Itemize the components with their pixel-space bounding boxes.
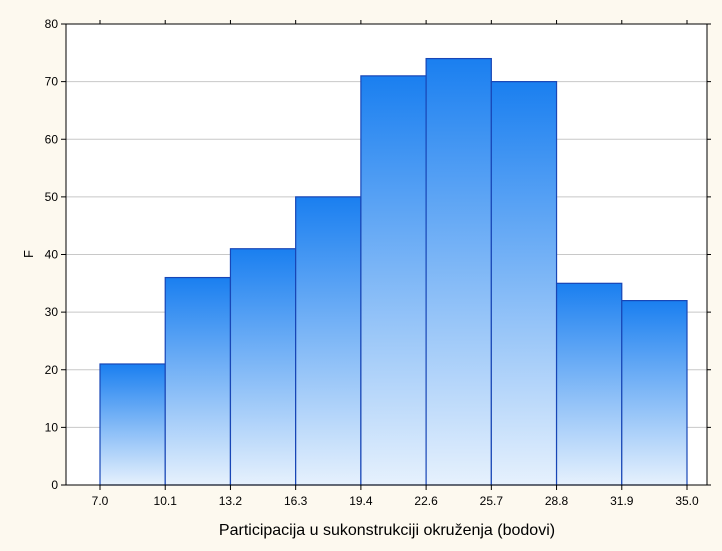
histogram-bar (360, 75, 427, 486)
x-tick-label: 25.7 (480, 494, 504, 508)
x-tick-labels: 7.0 10.1 13.2 16.3 19.4 22.6 25.7 28.8 31.9 35.0 (92, 494, 699, 508)
histogram-bar (229, 248, 297, 486)
x-axis-label: Participacija u sukonstrukciji okruženja… (219, 522, 555, 539)
y-tick-label: 30 (45, 305, 59, 319)
y-tick-label: 40 (45, 248, 59, 262)
histogram-bar (555, 282, 623, 486)
y-axis-label: F (21, 250, 36, 258)
bars (99, 57, 688, 486)
y-tick-label: 80 (45, 17, 59, 31)
axes (61, 20, 711, 490)
x-tick-label: 28.8 (545, 494, 569, 508)
x-tick-label: 16.3 (284, 494, 308, 508)
histogram-bar (99, 363, 166, 486)
y-tick-label: 60 (45, 132, 59, 146)
y-tick-labels: 0 10 20 30 40 50 60 70 80 (45, 17, 59, 492)
histogram-bar (621, 300, 688, 486)
y-tick-label: 70 (45, 75, 59, 89)
histogram-bar (425, 57, 492, 486)
y-tick-label: 50 (45, 190, 59, 204)
x-tick-label: 7.0 (92, 494, 109, 508)
histogram-bar (490, 81, 558, 486)
histogram-bar (164, 276, 232, 486)
x-tick-label: 22.6 (414, 494, 438, 508)
y-tick-label: 0 (51, 478, 58, 492)
x-tick-label: 10.1 (154, 494, 178, 508)
x-tick-label: 35.0 (675, 494, 699, 508)
histogram-bar (295, 196, 362, 486)
x-tick-label: 19.4 (349, 494, 373, 508)
x-tick-label: 31.9 (610, 494, 634, 508)
x-tick-label: 13.2 (219, 494, 243, 508)
y-tick-label: 10 (45, 420, 59, 434)
y-tick-label: 20 (45, 363, 59, 377)
